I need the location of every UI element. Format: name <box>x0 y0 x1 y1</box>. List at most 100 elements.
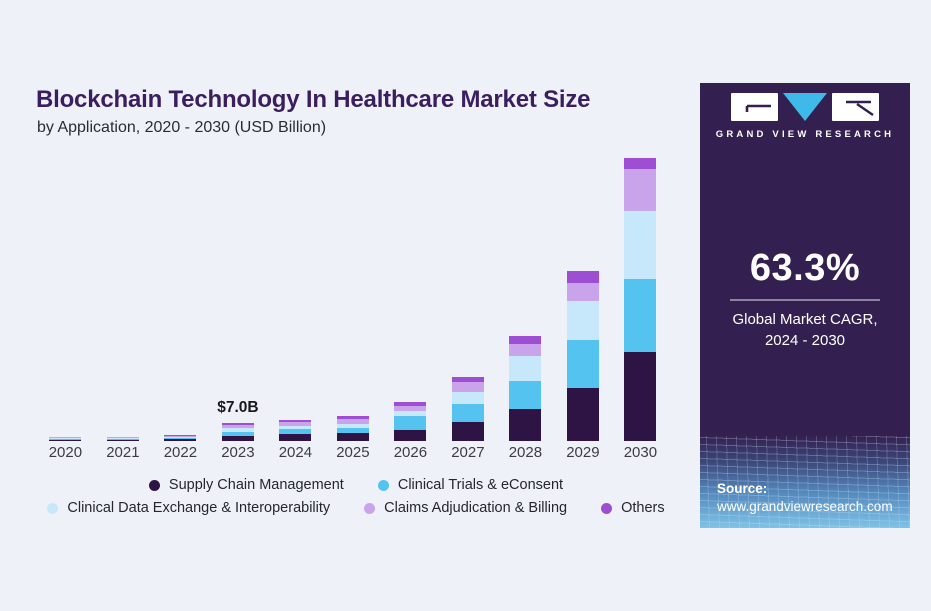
x-axis-label-2021: 2021 <box>106 444 140 461</box>
segment-2027-clinical-trials-econsent <box>451 403 484 422</box>
x-axis-label-2028: 2028 <box>508 444 543 461</box>
segment-2020-clinical-trials-econsent <box>49 439 82 440</box>
gvr-logo: GRAND VIEW RESEARCH <box>700 93 910 140</box>
bar-2021 <box>106 436 139 441</box>
legend-item-others: Others <box>601 500 665 516</box>
x-axis-label-2024: 2024 <box>278 444 313 461</box>
segment-2020-supply-chain-management <box>49 439 82 441</box>
legend-dot-icon <box>601 502 613 514</box>
segment-2029-clinical-trials-econsent <box>566 339 599 388</box>
segment-2027-others <box>451 377 484 382</box>
segment-2026-clinical-trials-econsent <box>394 416 427 430</box>
legend-item-clinical-data-exchange-interoperability: Clinical Data Exchange & Interoperabilit… <box>47 500 330 516</box>
gvr-logo-marks <box>700 93 910 121</box>
segment-2021-claims-adjudication-billing <box>106 437 139 439</box>
segment-2030-clinical-trials-econsent <box>624 279 657 353</box>
segment-2026-others <box>394 401 427 407</box>
bar-2024 <box>279 419 312 441</box>
segment-2020-others <box>49 436 82 438</box>
bar-2027 <box>451 377 484 441</box>
segment-2023-clinical-data-exchange-interoperability <box>221 428 254 432</box>
gvr-logo-text: GRAND VIEW RESEARCH <box>715 129 895 140</box>
segment-2025-claims-adjudication-billing <box>336 419 369 424</box>
legend-row-2: Clinical Data Exchange & Interoperabilit… <box>25 500 687 516</box>
segment-2030-clinical-data-exchange-interoperability <box>624 211 657 280</box>
segment-2028-claims-adjudication-billing <box>509 343 542 357</box>
legend-item-supply-chain-management: Supply Chain Management <box>148 477 344 493</box>
bar-2025 <box>336 416 369 441</box>
segment-2027-supply-chain-management <box>451 421 484 441</box>
segment-2023-clinical-trials-econsent <box>221 431 254 436</box>
segment-2024-clinical-trials-econsent <box>279 429 312 435</box>
x-axis-label-2029: 2029 <box>566 444 600 461</box>
segment-2030-supply-chain-management <box>624 352 657 441</box>
segment-2027-clinical-data-exchange-interoperability <box>451 391 484 404</box>
x-axis-label-2030: 2030 <box>623 444 658 461</box>
legend-dot-icon <box>47 502 59 514</box>
segment-2022-clinical-trials-econsent <box>164 438 197 440</box>
segment-2022-claims-adjudication-billing <box>164 435 197 438</box>
segment-2024-clinical-data-exchange-interoperability <box>279 425 312 430</box>
segment-2022-clinical-data-exchange-interoperability <box>164 437 197 439</box>
legend-dot-icon <box>148 479 160 491</box>
segment-2028-clinical-data-exchange-interoperability <box>509 356 542 382</box>
source-block: Source: www.grandviewresearch.com <box>717 480 893 516</box>
cagr-value: 63.3% <box>749 247 861 289</box>
segment-2021-supply-chain-management <box>106 439 139 441</box>
segment-2028-supply-chain-management <box>509 409 542 441</box>
legend-label: Claims Adjudication & Billing <box>384 500 568 516</box>
segment-2025-clinical-data-exchange-interoperability <box>336 423 369 428</box>
bar-2030 <box>624 158 657 441</box>
segment-2028-others <box>509 335 542 344</box>
chart-legend: Supply Chain Management Clinical Trials &… <box>25 477 687 516</box>
segment-2026-supply-chain-management <box>394 429 427 441</box>
mesh-background <box>700 436 910 528</box>
segment-2025-supply-chain-management <box>336 433 369 441</box>
x-axis-label-2022: 2022 <box>163 444 198 461</box>
segment-2023-claims-adjudication-billing <box>221 425 254 429</box>
segment-2024-others <box>279 419 312 422</box>
segment-2020-claims-adjudication-billing <box>49 437 82 439</box>
bar-2020 <box>49 436 82 441</box>
legend-label: Clinical Trials & eConsent <box>397 477 564 493</box>
chart-title: Blockchain Technology In Healthcare Mark… <box>36 86 591 113</box>
x-axis-label-2027: 2027 <box>451 444 485 461</box>
bar-2023 <box>221 423 254 441</box>
segment-2027-claims-adjudication-billing <box>451 381 484 392</box>
bar-2022 <box>164 435 197 441</box>
legend-label: Others <box>621 500 665 516</box>
segment-2030-others <box>624 158 657 170</box>
segment-2020-clinical-data-exchange-interoperability <box>49 438 82 440</box>
legend-dot-icon <box>364 502 376 514</box>
value-label-2023: $7.0B <box>217 399 259 416</box>
cagr-label-line2: 2024 - 2030 <box>764 332 846 349</box>
x-axis-label-2020: 2020 <box>48 444 83 461</box>
segment-2021-others <box>106 436 139 438</box>
logo-g-icon <box>731 93 778 121</box>
segment-2025-others <box>336 416 369 420</box>
legend-dot-icon <box>377 479 389 491</box>
legend-item-clinical-trials-econsent: Clinical Trials & eConsent <box>377 477 564 493</box>
bar-2028 <box>509 335 542 441</box>
legend-label: Clinical Data Exchange & Interoperabilit… <box>67 500 331 516</box>
brand-panel: GRAND VIEW RESEARCH 63.3% Global Market … <box>700 83 910 528</box>
bar-2029 <box>566 270 599 441</box>
chart-subtitle: by Application, 2020 - 2030 (USD Billion… <box>37 119 327 136</box>
bar-2026 <box>394 401 427 441</box>
segment-2022-others <box>164 435 197 436</box>
segment-2022-supply-chain-management <box>164 439 197 441</box>
segment-2021-clinical-data-exchange-interoperability <box>106 438 139 440</box>
legend-item-claims-adjudication-billing: Claims Adjudication & Billing <box>364 500 567 516</box>
cagr-label-line1: Global Market CAGR, <box>732 311 878 328</box>
segment-2024-claims-adjudication-billing <box>279 421 312 426</box>
segment-2028-clinical-trials-econsent <box>509 381 542 410</box>
segment-2023-supply-chain-management <box>221 435 254 441</box>
segment-2029-others <box>566 270 599 283</box>
segment-2030-claims-adjudication-billing <box>624 169 657 211</box>
x-axis-label-2023: 2023 <box>221 444 255 461</box>
segment-2029-claims-adjudication-billing <box>566 282 599 302</box>
x-axis-label-2026: 2026 <box>393 444 428 461</box>
legend-row-1: Supply Chain Management Clinical Trials &… <box>25 477 687 493</box>
